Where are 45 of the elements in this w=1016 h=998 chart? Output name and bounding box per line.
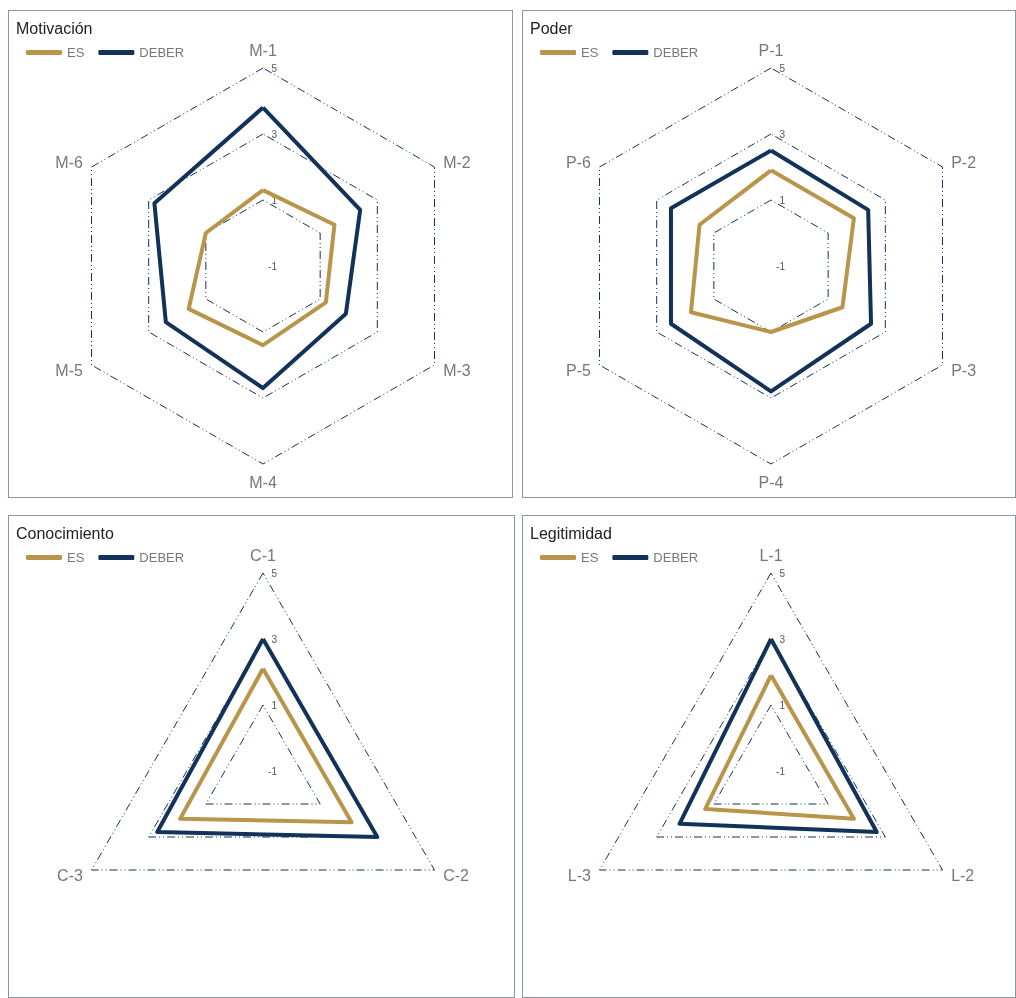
spoke-label: M-1	[249, 41, 277, 59]
y-tick-label: 3	[779, 633, 786, 645]
chart-title: Legitimidad	[530, 524, 612, 542]
spoke-label: P-5	[565, 361, 591, 379]
spoke-label: L-3	[567, 866, 591, 884]
y-tick-label: -1	[268, 765, 278, 777]
spoke-label: L-2	[951, 866, 975, 884]
spoke-label: C-3	[57, 866, 83, 884]
spoke-label: L-1	[759, 546, 783, 564]
y-tick-label: 5	[271, 62, 278, 74]
y-tick-label: 1	[271, 699, 278, 711]
chart-title: Poder	[530, 19, 574, 37]
y-tick-label: 5	[271, 567, 278, 579]
spoke-label: P-2	[951, 153, 977, 171]
spoke-label: C-2	[443, 866, 470, 884]
y-tick-label: 5	[779, 567, 786, 579]
y-tick-label: 1	[779, 699, 786, 711]
y-tick-label: -1	[268, 260, 278, 272]
chart-title: Conocimiento	[16, 524, 114, 542]
spoke-label: M-6	[55, 153, 83, 171]
legend-label: ES	[67, 550, 85, 565]
chart-title: Motivación	[16, 19, 93, 37]
y-tick-label: 3	[779, 128, 786, 140]
spoke-label: P-6	[565, 153, 591, 171]
y-tick-label: 3	[271, 633, 278, 645]
spoke-label: M-4	[249, 473, 277, 491]
legend-label: DEBER	[139, 45, 185, 60]
spoke-label: M-3	[443, 361, 471, 379]
y-tick-label: 3	[271, 128, 278, 140]
y-tick-label: -1	[776, 260, 786, 272]
spoke-label: P-1	[758, 41, 784, 59]
y-tick-label: 1	[779, 194, 786, 206]
spoke-label: M-5	[55, 361, 83, 379]
legend-label: DEBER	[653, 550, 699, 565]
spoke-label: P-3	[951, 361, 977, 379]
y-tick-label: -1	[776, 765, 786, 777]
legend-label: DEBER	[653, 45, 699, 60]
legend-label: DEBER	[139, 550, 185, 565]
spoke-label: M-2	[443, 153, 471, 171]
legend-label: ES	[67, 45, 85, 60]
legend-label: ES	[581, 45, 599, 60]
spoke-label: P-4	[758, 473, 784, 491]
y-tick-label: 5	[779, 62, 786, 74]
spoke-label: C-1	[250, 546, 276, 564]
legend-label: ES	[581, 550, 599, 565]
